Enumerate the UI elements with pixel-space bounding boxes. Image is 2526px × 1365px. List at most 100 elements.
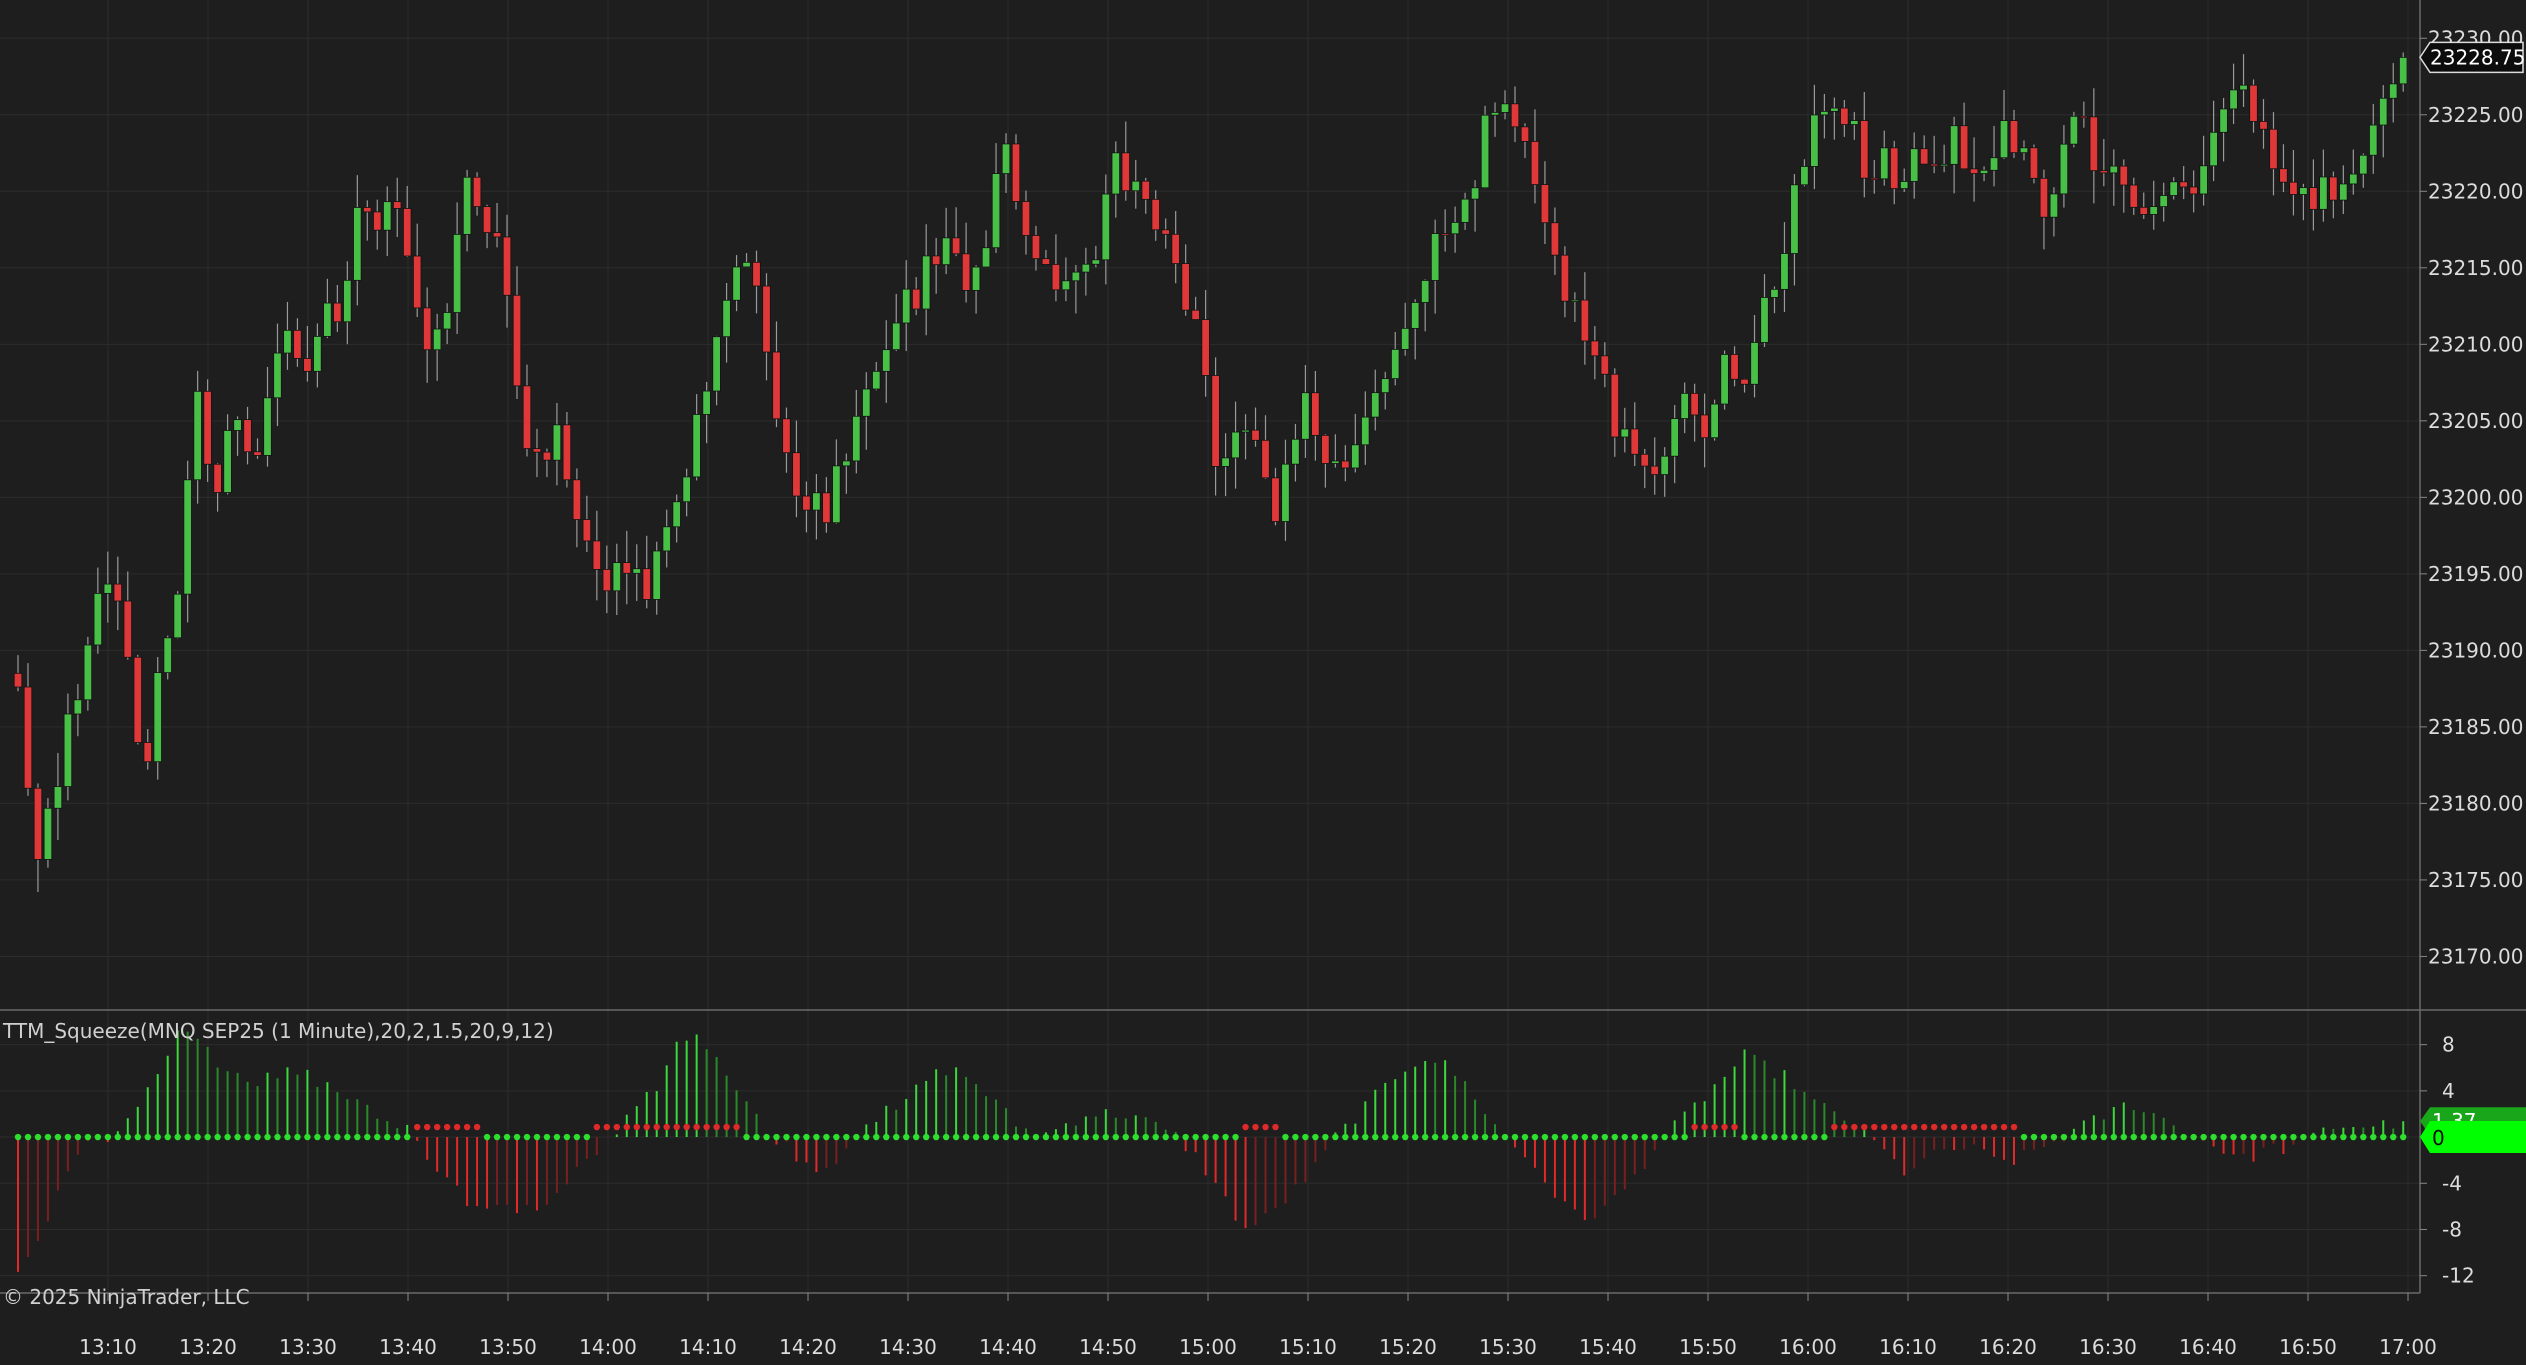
candle-body — [1061, 280, 1071, 291]
squeeze-dot — [483, 1133, 491, 1141]
squeeze-dot — [1451, 1133, 1459, 1141]
candle-body — [1760, 297, 1769, 343]
candle-body — [2049, 193, 2059, 218]
candle-body — [1580, 299, 1590, 342]
candle-body — [2209, 131, 2218, 167]
squeeze-dot — [1631, 1133, 1638, 1141]
squeeze-dot — [354, 1133, 361, 1141]
candle-body — [1650, 465, 1659, 475]
candle-body — [1560, 254, 1570, 302]
squeeze-dot — [1302, 1133, 1309, 1141]
candle-body — [802, 495, 811, 511]
candle-body — [562, 424, 572, 481]
squeeze-dot — [982, 1133, 990, 1141]
squeeze-dot — [1012, 1133, 1020, 1141]
candle-body — [1900, 181, 1909, 190]
squeeze-dot — [2030, 1133, 2038, 1141]
squeeze-dot — [1731, 1123, 1738, 1131]
candle-body — [1081, 263, 1091, 273]
candle-body — [512, 294, 522, 387]
squeeze-dot — [1831, 1123, 1838, 1131]
candle-body — [1391, 348, 1400, 380]
candle-body — [1321, 434, 1330, 464]
squeeze-dot — [2080, 1133, 2088, 1141]
candle-body — [852, 415, 861, 462]
candle-body — [2379, 97, 2388, 126]
squeeze-dot — [903, 1133, 910, 1141]
squeeze-dot — [394, 1133, 401, 1141]
squeeze-dot — [1312, 1133, 1319, 1141]
squeeze-dot — [2380, 1133, 2387, 1141]
squeeze-dot — [1292, 1133, 1299, 1141]
time-axis-label: 14:00 — [579, 1335, 637, 1359]
squeeze-dot — [194, 1133, 201, 1141]
candle-body — [113, 583, 122, 602]
candle-body — [2339, 183, 2348, 201]
time-axis-label: 16:40 — [2179, 1335, 2237, 1359]
price-axis-label: 23200.00 — [2428, 485, 2523, 509]
candle-body — [542, 451, 552, 461]
time-axis-label: 13:20 — [179, 1335, 237, 1359]
time-axis-label: 16:10 — [1879, 1335, 1937, 1359]
copyright-notice: © 2025 NinjaTrader, LLC — [3, 1285, 250, 1309]
squeeze-dot — [104, 1133, 112, 1141]
time-axis-label: 15:50 — [1679, 1335, 1737, 1359]
time-axis-label: 16:20 — [1979, 1335, 2037, 1359]
candle-body — [2369, 124, 2378, 156]
candle-body — [2349, 173, 2358, 185]
candle-body — [1241, 429, 1250, 433]
squeeze-dot — [643, 1123, 650, 1131]
squeeze-dot — [304, 1133, 311, 1141]
candle-body — [33, 787, 43, 860]
candle-body — [1550, 222, 1560, 256]
candle-body — [792, 452, 801, 497]
squeeze-dot — [1771, 1133, 1778, 1141]
squeeze-dot — [873, 1133, 880, 1141]
candle-body — [1850, 120, 1859, 125]
squeeze-dot — [1541, 1133, 1549, 1141]
squeeze-dot — [364, 1133, 371, 1141]
candle-body — [1111, 152, 1120, 195]
squeeze-dot — [573, 1133, 581, 1141]
candle-body — [373, 211, 382, 231]
squeeze-dot — [2270, 1133, 2277, 1141]
price-axis-label: 23205.00 — [2428, 409, 2523, 433]
candle-body — [1680, 392, 1689, 419]
squeeze-dot — [833, 1133, 840, 1141]
squeeze-dot — [1671, 1133, 1678, 1141]
candle-body — [1640, 453, 1649, 467]
candle-body — [1780, 253, 1789, 290]
candle-body — [2169, 181, 2178, 196]
squeeze-dot — [1112, 1133, 1120, 1141]
candle-body — [1361, 416, 1370, 446]
squeeze-dot — [433, 1123, 441, 1131]
squeeze-dot — [1611, 1133, 1619, 1141]
chart-frame — [0, 0, 2526, 1294]
candle-body — [941, 237, 951, 266]
candle-body — [1470, 187, 1480, 200]
squeeze-dot — [1641, 1133, 1648, 1141]
candle-body — [1910, 148, 1919, 182]
squeeze-dot — [493, 1133, 501, 1141]
squeeze-dot — [1352, 1133, 1359, 1141]
time-axis-label: 15:00 — [1179, 1335, 1237, 1359]
squeeze-dot — [1741, 1133, 1748, 1141]
squeeze-dot — [883, 1133, 890, 1141]
squeeze-dot — [2200, 1133, 2207, 1141]
candle-body — [872, 370, 881, 390]
candle-body — [971, 266, 981, 291]
price-axis-label: 23190.00 — [2428, 638, 2523, 662]
squeeze-dot — [1950, 1123, 1958, 1131]
candle-body — [1121, 152, 1130, 192]
squeeze-dot — [184, 1133, 191, 1141]
axes: 13:10 13:20 13:30 13:40 13:50 14:00 14:10 14:20… — [79, 26, 2526, 1359]
squeeze-dot — [2310, 1133, 2317, 1141]
squeeze-dot — [284, 1133, 291, 1141]
squeeze-dot — [942, 1133, 950, 1141]
squeeze-dot — [34, 1133, 42, 1141]
candle-body — [1890, 147, 1899, 190]
squeeze-dot — [1481, 1133, 1489, 1141]
squeeze-dot — [853, 1133, 860, 1141]
